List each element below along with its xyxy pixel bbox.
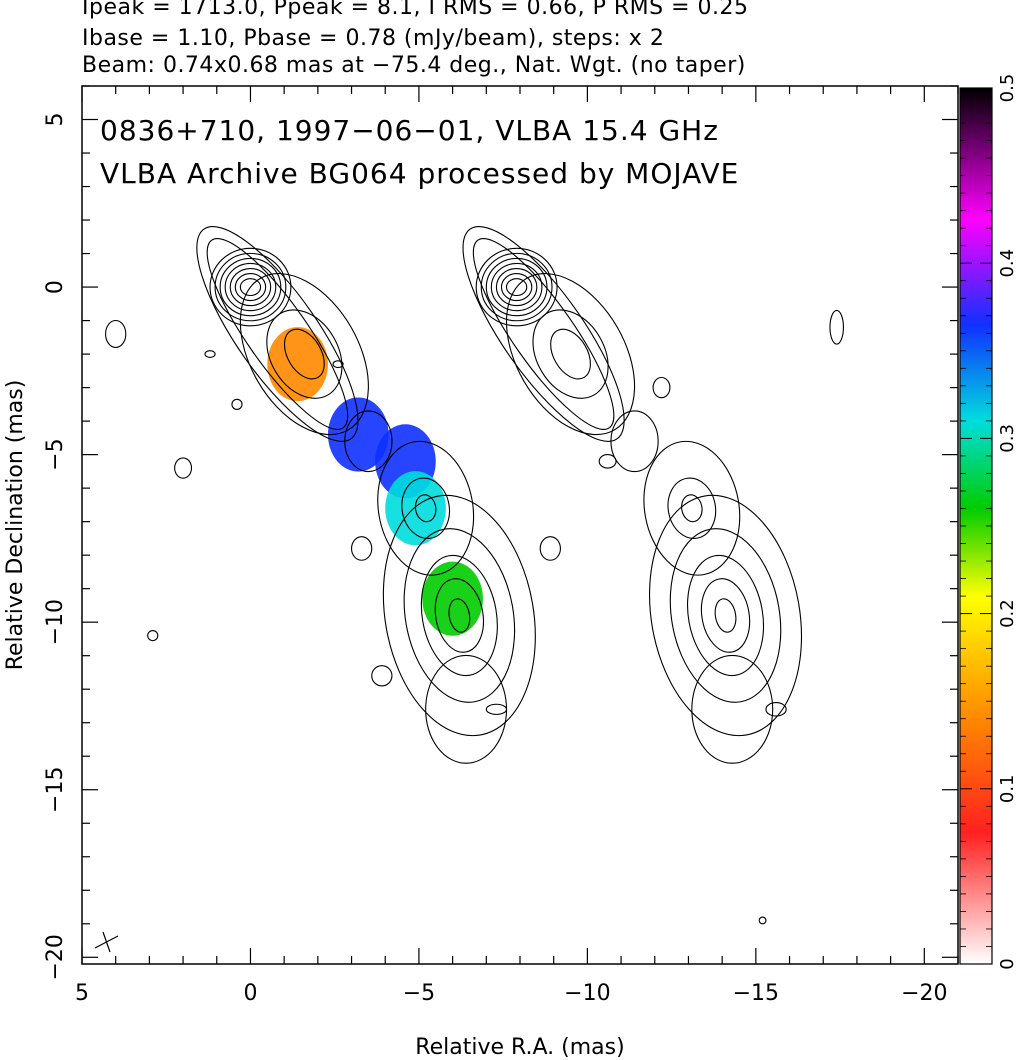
x-tick-label: −10 (564, 981, 610, 1006)
contour-line (377, 440, 475, 576)
y-axis-label: Relative Declination (mas) (3, 380, 28, 671)
chart-title-line-1: 0836+710, 1997−06−01, VLBA 15.4 GHz (100, 114, 719, 147)
contour-line (598, 454, 617, 469)
y-tick-label: 5 (43, 113, 68, 127)
y-tick-label: 0 (43, 280, 68, 294)
contour-line (550, 328, 591, 380)
contour-line (462, 226, 625, 442)
x-tick-label: −5 (403, 981, 435, 1006)
contour-line (539, 536, 561, 561)
x-tick-label: 0 (243, 981, 257, 1006)
contour-line (532, 309, 609, 399)
header-line-3: Beam: 0.74x0.68 mas at −75.4 deg., Nat. … (82, 53, 746, 78)
contour-line (490, 262, 543, 312)
contour-line (648, 494, 803, 737)
contour-line (204, 350, 216, 359)
contour-line (239, 273, 369, 436)
contour-line (266, 309, 343, 399)
contour-line (209, 247, 292, 327)
colorbar-tick-label: 0 (997, 958, 1018, 969)
contour-line (495, 267, 538, 307)
y-tick-label: −10 (43, 599, 68, 645)
contour-line (420, 554, 498, 677)
y-tick-label: −20 (43, 934, 68, 980)
contour-line (196, 226, 359, 442)
contour-line (174, 457, 193, 479)
axis-tick-labels: 5 0 −5 −10 −15 −20 5 0 −5 −10 −15 −20 (43, 113, 948, 1006)
contour-line (500, 273, 533, 302)
contour-line (229, 267, 272, 307)
plot-frame (81, 85, 959, 965)
contour-line (669, 528, 782, 703)
contour-line (206, 237, 349, 430)
colorbar-tick-label: 0.5 (997, 74, 1018, 103)
x-axis-label: Relative R.A. (mas) (415, 1035, 624, 1060)
contour-line (401, 477, 451, 539)
beam-ellipse-marker (94, 931, 119, 953)
y-tick-label: −15 (43, 767, 68, 813)
contour-line (147, 629, 159, 642)
header-line-2: Ibase = 1.10, Pbase = 0.78 (mJy/beam), s… (82, 26, 665, 51)
contour-line (505, 273, 636, 436)
contour-line (700, 578, 751, 653)
contour-line (239, 278, 262, 297)
contour-line (350, 536, 373, 561)
contour-line (505, 278, 528, 297)
colorbar-tick-label: 0.3 (997, 424, 1018, 453)
contour-line (652, 376, 671, 399)
contour-line (691, 654, 774, 764)
x-tick-label: 5 (75, 981, 89, 1006)
contour-line (414, 494, 437, 523)
contour-line (234, 273, 267, 302)
contour-line (485, 257, 548, 317)
left-stokes-i-contours (196, 226, 536, 764)
colorbar-tick-label: 0.4 (997, 249, 1018, 278)
contour-line (686, 554, 765, 677)
contour-line (681, 494, 703, 523)
chart-title-line-2: VLBA Archive BG064 processed by MOJAVE (100, 157, 739, 190)
contour-line (714, 598, 737, 633)
contour-line (425, 654, 508, 764)
x-tick-label: −20 (901, 981, 947, 1006)
contour-line (231, 398, 243, 410)
right-stokes-i-contours (462, 226, 803, 764)
colorbar-tick-label: 0.1 (997, 774, 1018, 803)
isolated-contours (105, 309, 844, 925)
contour-line (475, 247, 558, 327)
axis-ticks (81, 85, 959, 964)
contour-line (448, 598, 471, 633)
contour-line (371, 665, 393, 687)
contour-line (283, 328, 325, 380)
contour-line (829, 309, 844, 345)
y-tick-label: −5 (43, 438, 68, 470)
contour-line (344, 410, 393, 473)
contour-line (382, 494, 536, 737)
polarization-patch (327, 397, 389, 472)
contour-line (667, 477, 717, 539)
contour-line (480, 252, 553, 322)
contour-line (610, 410, 659, 473)
contour-line (224, 262, 277, 312)
contour-line (214, 252, 287, 322)
header-line-1: Ipeak = 1713.0, Ppeak = 8.1, I RMS = 0.6… (82, 0, 749, 20)
contour-line (434, 578, 485, 653)
contour-line (403, 528, 516, 703)
contour-line (758, 916, 767, 925)
colorbar-ticks: 0 0.1 0.2 0.3 0.4 0.5 (960, 74, 1018, 970)
colorbar-tick-label: 0.2 (997, 599, 1018, 628)
contour-line (472, 237, 615, 430)
contour-line (332, 360, 344, 369)
contour-line (485, 703, 508, 715)
contour-line (643, 440, 741, 576)
contour-line (105, 319, 127, 349)
polarization-patch (267, 327, 328, 402)
x-tick-label: −15 (733, 981, 779, 1006)
contour-line (219, 257, 282, 317)
polarization-patch (422, 561, 483, 636)
contour-line (765, 702, 787, 717)
